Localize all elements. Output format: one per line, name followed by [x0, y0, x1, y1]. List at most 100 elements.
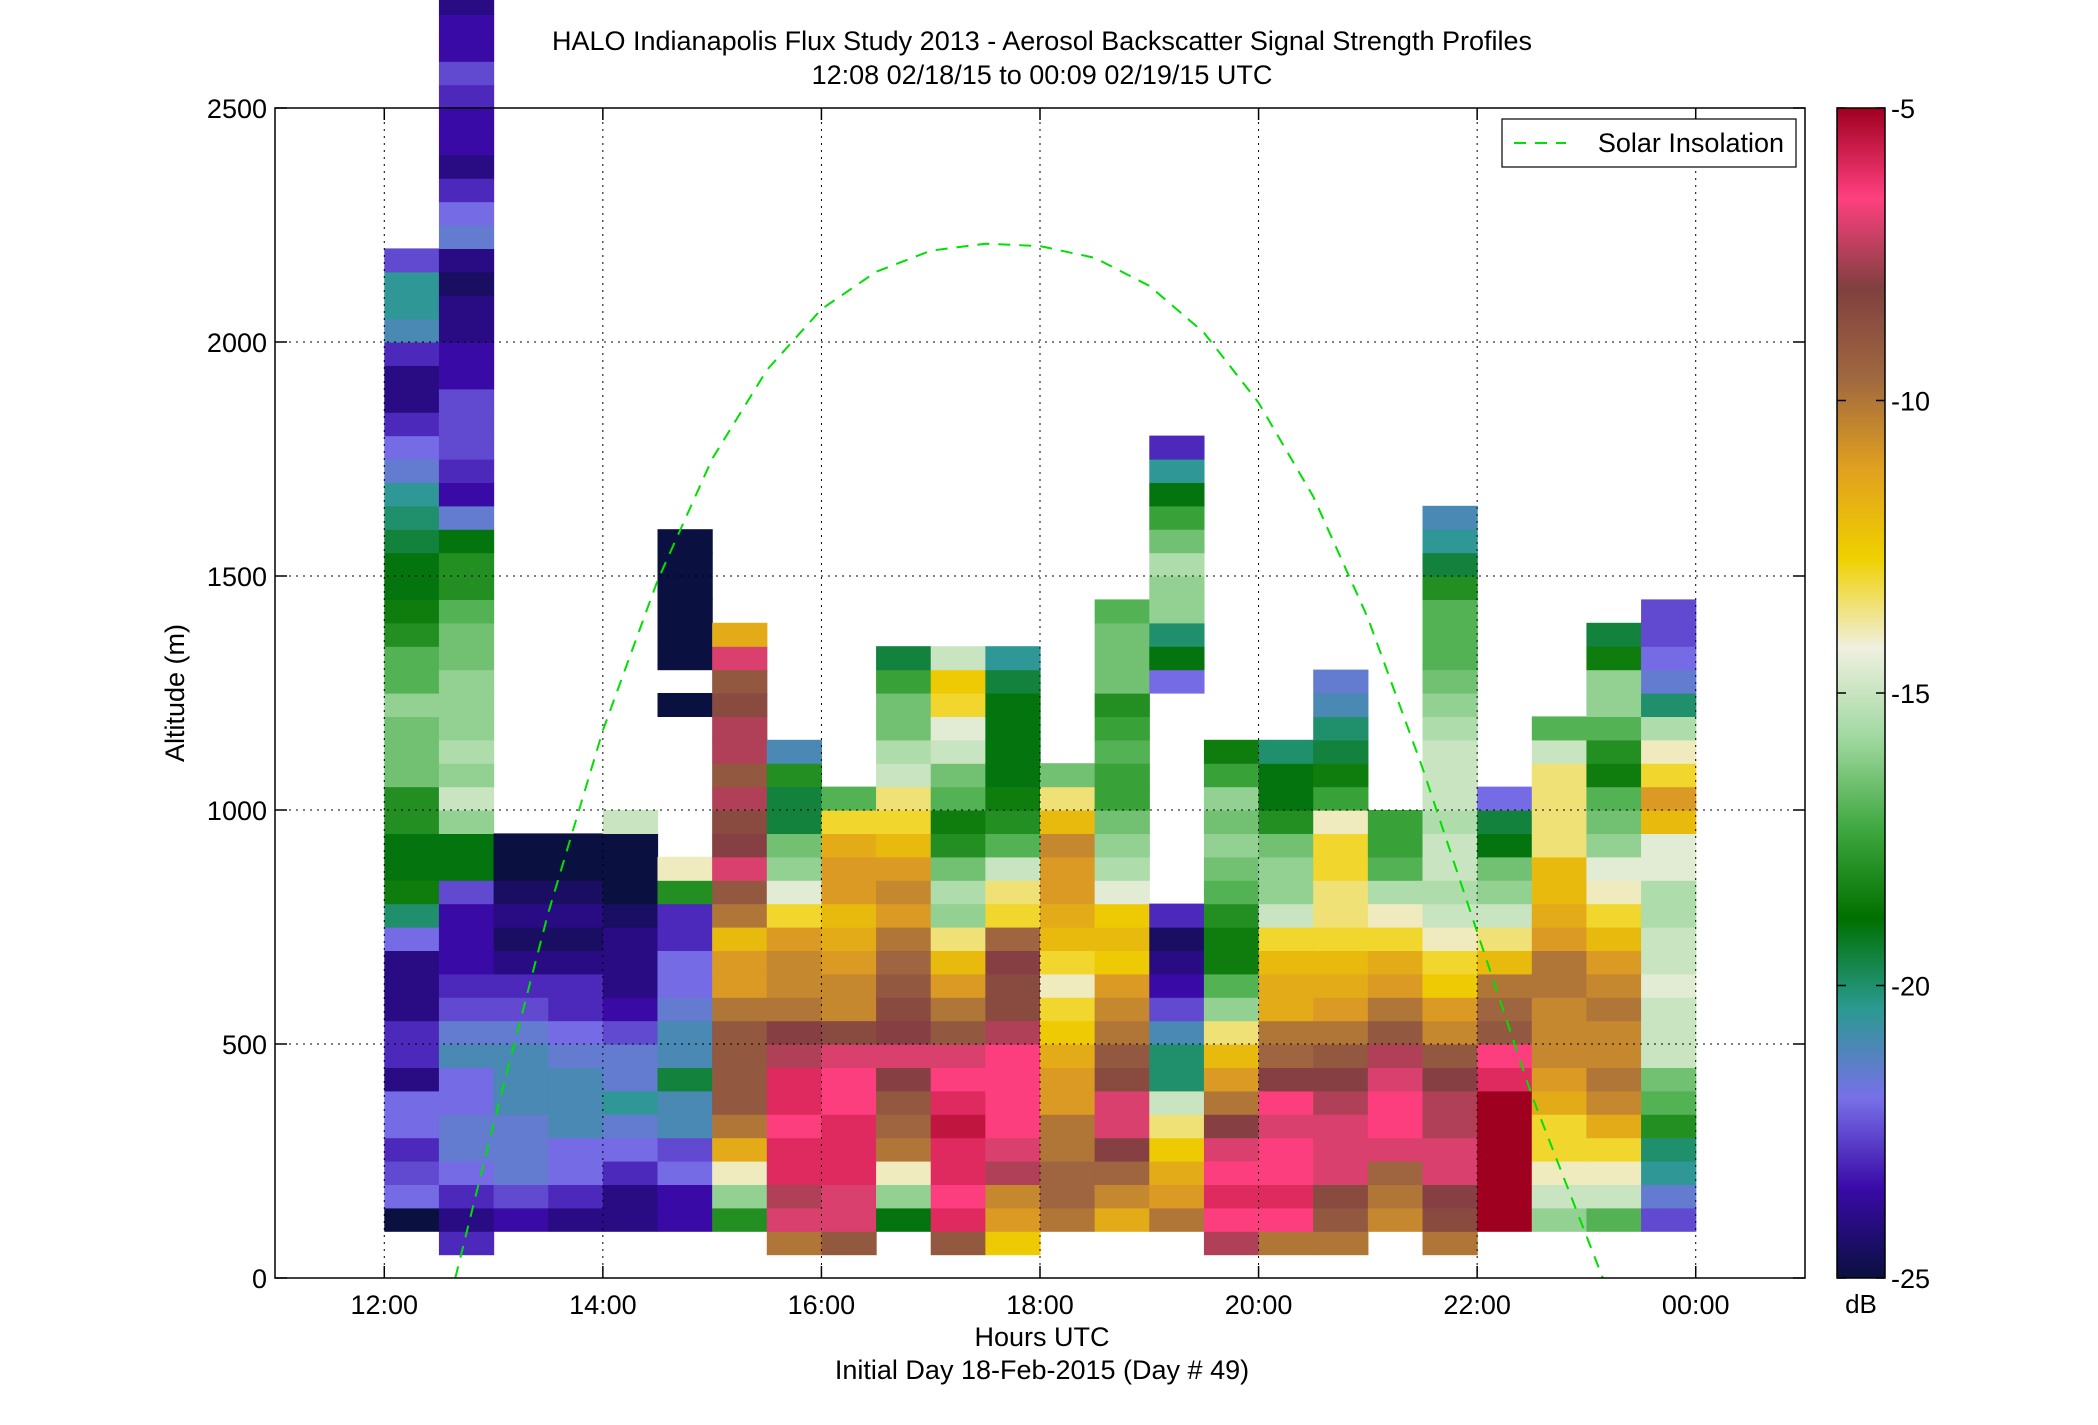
- heatmap-cell: [1422, 997, 1478, 1022]
- heatmap-cell: [1477, 973, 1533, 998]
- heatmap-cell: [438, 459, 495, 483]
- heatmap-cell: [1367, 1207, 1424, 1232]
- heatmap-cell: [602, 1044, 659, 1068]
- heatmap-cell: [657, 880, 713, 905]
- heatmap-cell: [657, 599, 713, 624]
- heatmap-cell: [657, 576, 713, 600]
- heatmap-cell: [1531, 810, 1588, 834]
- heatmap-cell: [712, 1090, 768, 1115]
- heatmap-cell: [438, 248, 495, 273]
- heatmap-cell: [1258, 1020, 1314, 1045]
- heatmap-cell: [1258, 1137, 1314, 1162]
- heatmap-cell: [602, 1207, 659, 1232]
- heatmap-cell: [1531, 786, 1588, 811]
- heatmap-cell: [985, 997, 1041, 1022]
- heatmap-cell: [1040, 997, 1096, 1022]
- heatmap-cell: [384, 365, 440, 390]
- heatmap-cell: [1258, 739, 1314, 764]
- heatmap-cell: [1094, 1044, 1150, 1068]
- heatmap-cell: [1367, 810, 1424, 834]
- heatmap-cell: [384, 693, 440, 717]
- heatmap-cell: [1641, 622, 1697, 647]
- heatmap-cell: [1641, 786, 1697, 811]
- heatmap-cell: [1641, 1161, 1697, 1185]
- heatmap-cell: [1531, 1044, 1588, 1068]
- heatmap-cell: [821, 997, 877, 1022]
- heatmap-cell: [1586, 903, 1642, 928]
- heatmap-cell: [1641, 1020, 1697, 1045]
- heatmap-cell: [1203, 927, 1260, 951]
- heatmap-cell: [384, 1020, 440, 1045]
- heatmap-cells: [384, 0, 1697, 1256]
- heatmap-cell: [493, 833, 549, 858]
- heatmap-cell: [1422, 505, 1478, 530]
- heatmap-cell: [1203, 856, 1260, 881]
- heatmap-cell: [493, 1044, 549, 1068]
- heatmap-cell: [1586, 1044, 1642, 1068]
- heatmap-cell: [1149, 1137, 1205, 1162]
- heatmap-cell: [1641, 880, 1697, 905]
- heatmap-cell: [930, 1114, 986, 1139]
- heatmap-cell: [1094, 997, 1150, 1022]
- heatmap-cell: [657, 927, 713, 951]
- heatmap-cell: [602, 1090, 659, 1115]
- heatmap-cell: [766, 1184, 823, 1209]
- heatmap-cell: [1040, 927, 1096, 951]
- heatmap-cell: [602, 856, 659, 881]
- heatmap-cell: [1477, 1207, 1533, 1232]
- heatmap-cell: [1422, 552, 1478, 577]
- heatmap-cell: [712, 1207, 768, 1232]
- heatmap-cell: [438, 61, 495, 86]
- heatmap-cell: [1203, 1044, 1260, 1068]
- heatmap-cell: [384, 856, 440, 881]
- heatmap-cell: [766, 763, 823, 788]
- heatmap-cell: [602, 1161, 659, 1185]
- heatmap-cell: [548, 973, 604, 998]
- heatmap-cell: [1258, 810, 1314, 834]
- heatmap-cell: [1477, 1020, 1533, 1045]
- heatmap-cell: [1422, 786, 1478, 811]
- heatmap-cell: [1149, 576, 1205, 600]
- heatmap-cell: [1586, 1020, 1642, 1045]
- heatmap-cell: [930, 1184, 986, 1209]
- heatmap-cell: [493, 927, 549, 951]
- heatmap-cell: [384, 295, 440, 320]
- heatmap-cell: [384, 1137, 440, 1162]
- heatmap-cell: [493, 950, 549, 975]
- heatmap-cell: [438, 318, 495, 343]
- x-axis: 12:00 14:00 16:00 18:00 20:00 22:00 00:00: [350, 108, 1730, 1320]
- heatmap-cell: [1149, 1184, 1205, 1209]
- heatmap-cell: [1477, 786, 1533, 811]
- heatmap-cell: [1641, 856, 1697, 881]
- heatmap-cell: [1313, 1207, 1369, 1232]
- heatmap-cell: [493, 856, 549, 881]
- heatmap-cell: [1422, 1067, 1478, 1092]
- heatmap-cell: [712, 786, 768, 811]
- heatmap-cell: [548, 1137, 604, 1162]
- heatmap-cell: [712, 927, 768, 951]
- heatmap-cell: [1040, 786, 1096, 811]
- heatmap-cell: [438, 552, 495, 577]
- heatmap-cell: [1203, 739, 1260, 764]
- heatmap-cell: [384, 271, 440, 296]
- heatmap-cell: [985, 739, 1041, 764]
- heatmap-cell: [602, 1020, 659, 1045]
- heatmap-cell: [712, 833, 768, 858]
- heatmap-cell: [821, 1207, 877, 1232]
- heatmap-cell: [657, 529, 713, 554]
- heatmap-cell: [766, 810, 823, 834]
- heatmap-cell: [1531, 1067, 1588, 1092]
- heatmap-cell: [384, 505, 440, 530]
- heatmap-cell: [1203, 903, 1260, 928]
- heatmap-cell: [1149, 435, 1205, 460]
- heatmap-cell: [602, 880, 659, 905]
- heatmap-cell: [985, 1044, 1041, 1068]
- heatmap-cell: [1094, 856, 1150, 881]
- heatmap-cell: [1313, 1161, 1369, 1185]
- heatmap-cell: [493, 1161, 549, 1185]
- heatmap-cell: [821, 1137, 877, 1162]
- heatmap-cell: [1313, 810, 1369, 834]
- heatmap-cell: [548, 903, 604, 928]
- heatmap-cell: [985, 1137, 1041, 1162]
- heatmap-cell: [1641, 1137, 1697, 1162]
